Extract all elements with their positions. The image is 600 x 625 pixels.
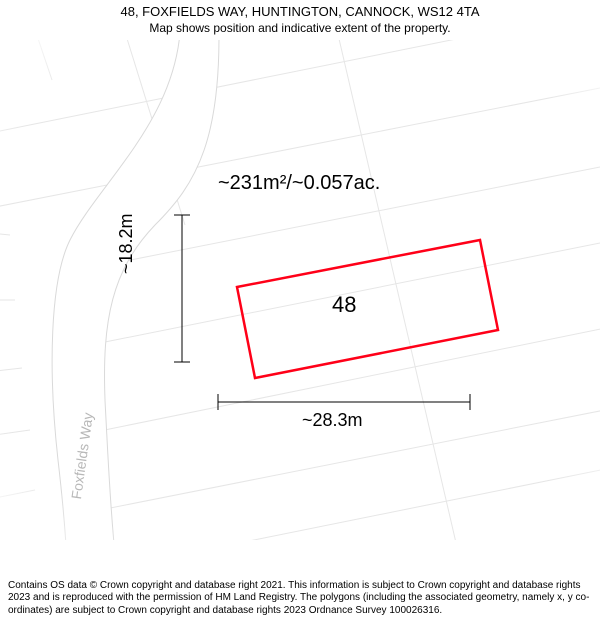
map-area: ~231m²/~0.057ac. ~18.2m 48 ~28.3m Foxfie… <box>0 40 600 540</box>
dimension-width-label: ~28.3m <box>302 410 363 431</box>
map-svg <box>0 40 600 540</box>
dimension-height-label: ~18.2m <box>116 213 137 274</box>
header-subtitle: Map shows position and indicative extent… <box>0 21 600 37</box>
page-container: 48, FOXFIELDS WAY, HUNTINGTON, CANNOCK, … <box>0 0 600 625</box>
edge-fade <box>0 40 600 540</box>
header-title: 48, FOXFIELDS WAY, HUNTINGTON, CANNOCK, … <box>0 4 600 21</box>
footer-attribution: Contains OS data © Crown copyright and d… <box>8 580 592 618</box>
area-label: ~231m²/~0.057ac. <box>218 172 380 195</box>
header: 48, FOXFIELDS WAY, HUNTINGTON, CANNOCK, … <box>0 4 600 36</box>
plot-number-label: 48 <box>332 292 356 318</box>
